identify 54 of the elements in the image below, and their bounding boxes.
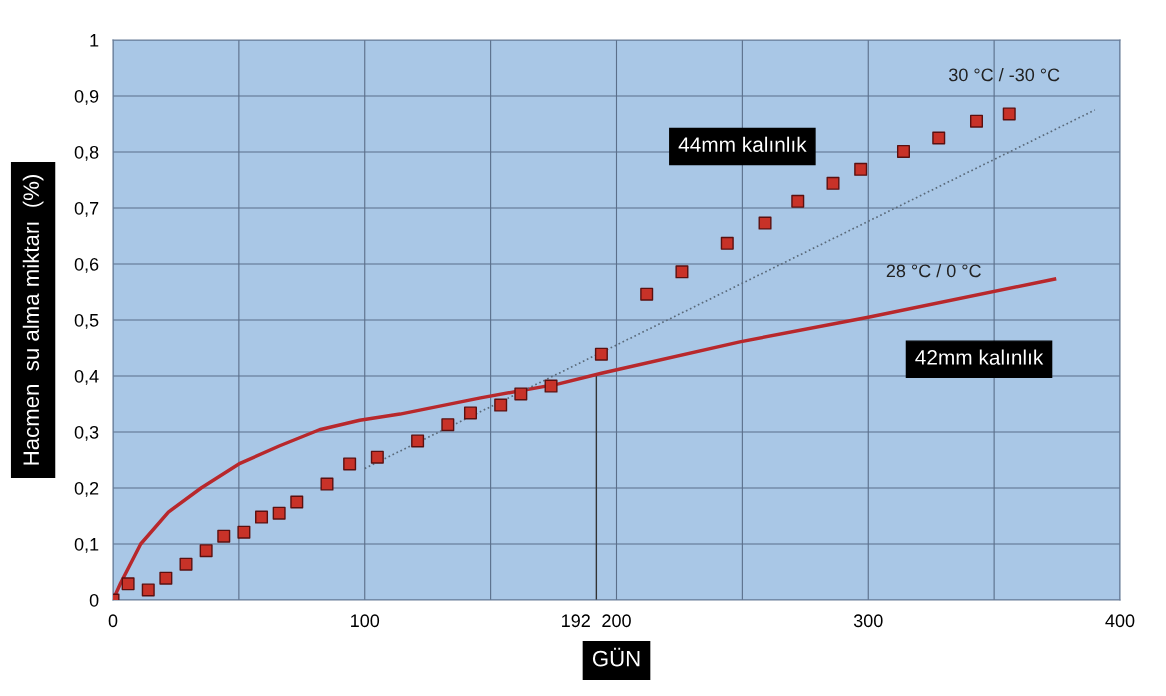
point [463,406,477,420]
point [121,577,135,591]
point [720,236,734,250]
y-tick-label: 0,5 [74,313,99,329]
point [441,418,455,432]
point [370,450,384,464]
y-tick-label: 0,2 [74,481,99,497]
point [179,557,193,571]
point [199,544,213,558]
annotation: 30 °C / -30 °C [949,67,1060,82]
point [594,347,608,361]
point [544,379,558,393]
y-tick-label: 0,9 [74,89,99,105]
point [290,495,304,509]
point [514,387,528,401]
y-tick-label: 0,3 [74,425,99,441]
point [640,287,654,301]
y-axis-title: Hacmen su alma miktarı (%) [22,175,44,465]
point [896,144,910,158]
y-tick-label: 0,6 [74,257,99,273]
point [411,434,425,448]
point [854,162,868,176]
point [675,265,689,279]
x-axis-title: GÜN [592,647,640,667]
point [217,529,231,543]
x-tick-label: 0 [108,614,118,628]
point [932,131,946,145]
point [826,176,840,190]
annotation: 44mm kalınlık [678,136,807,152]
point [758,216,772,230]
ref-line-label: 192 [562,614,590,628]
y-tick-label: 0,8 [74,145,99,161]
y-tick-label: 0,1 [74,537,99,553]
point [969,114,984,128]
point [320,477,334,491]
y-tick-label: 0 [89,593,99,607]
x-tick-label: 400 [1105,614,1135,628]
point [159,571,173,585]
y-tick-label: 1 [90,34,99,47]
y-tick-label: 0,4 [74,369,99,385]
annotation: 42mm kalınlık [915,349,1044,365]
annotation: 28 °C / 0 °C [886,263,981,278]
point [494,398,508,412]
point [141,583,155,597]
y-tick-label: 0,7 [74,201,99,217]
point [791,194,805,208]
x-tick-label: 300 [853,614,883,628]
point [255,510,269,524]
point [1002,107,1016,121]
x-tick-label: 200 [602,614,631,628]
point [343,457,357,471]
x-tick-label: 100 [351,614,380,628]
point [272,506,286,520]
point [237,525,251,539]
